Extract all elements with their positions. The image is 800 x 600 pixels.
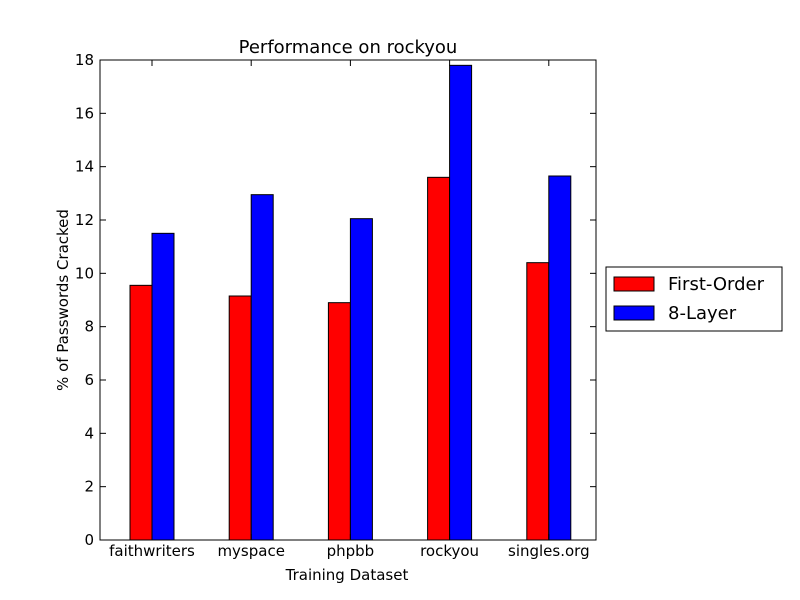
bar-first-order-singles-org [526, 262, 550, 541]
x-axis-label: Training Dataset [285, 566, 409, 584]
legend-swatch [613, 276, 655, 292]
legend-label: 8-Layer [668, 303, 737, 324]
x-tick-label: phpbb [327, 542, 375, 560]
x-ticks-group: faithwriters myspace phpbb rockyou singles.o… [109, 60, 590, 560]
bar-8-layer-myspace [250, 194, 274, 541]
bars-group [129, 64, 572, 541]
x-tick-label: rockyou [420, 542, 479, 560]
bar-8-layer-singles-org [548, 175, 572, 541]
chart-title: Performance on rockyou [239, 37, 458, 58]
y-tick-label: 18 [75, 51, 94, 69]
y-ticks-group: 0 2 4 6 8 10 12 14 16 18 [75, 51, 596, 549]
x-tick-label: myspace [217, 542, 285, 560]
legend-swatch [613, 305, 655, 321]
y-tick-label: 8 [84, 318, 94, 336]
x-tick-label: singles.org [508, 542, 590, 560]
bar-first-order-myspace [228, 295, 252, 541]
y-tick-label: 10 [75, 264, 94, 282]
y-tick-label: 6 [84, 371, 94, 389]
bar-first-order-faithwriters [129, 284, 153, 541]
bar-8-layer-phpbb [349, 218, 373, 541]
x-tick-label: faithwriters [109, 542, 195, 560]
y-tick-label: 0 [84, 531, 94, 549]
y-tick-label: 14 [75, 158, 94, 176]
y-tick-label: 12 [75, 211, 94, 229]
bar-8-layer-faithwriters [151, 232, 175, 541]
bar-first-order-rockyou [427, 176, 451, 541]
y-tick-label: 2 [84, 478, 94, 496]
plot-frame [99, 59, 597, 541]
legend-label: First-Order [668, 274, 765, 295]
bar-first-order-phpbb [327, 302, 351, 541]
y-tick-label: 4 [84, 424, 94, 442]
bar-8-layer-rockyou [449, 64, 473, 541]
y-tick-label: 16 [75, 104, 94, 122]
legend: First-Order 8-Layer [605, 266, 783, 332]
y-axis-label: % of Passwords Cracked [54, 209, 72, 391]
